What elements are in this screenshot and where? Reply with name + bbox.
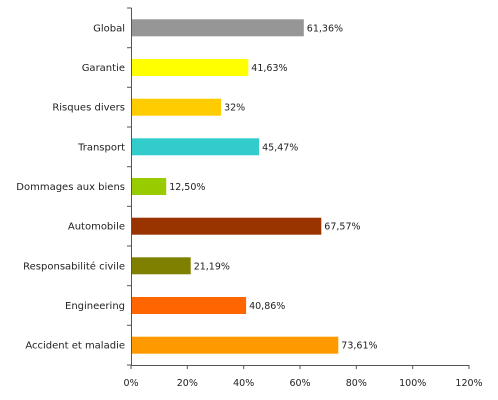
bar-1 [132, 59, 249, 76]
category-label: Garantie [82, 63, 125, 74]
data-label: 67,57% [324, 222, 360, 233]
data-label: 61,36% [307, 23, 343, 34]
category-label: Responsabilité civile [23, 260, 125, 272]
bars-group [132, 19, 339, 354]
bar-0 [132, 19, 304, 37]
data-label: 45,47% [262, 142, 298, 153]
x-tick-label: 100% [399, 378, 426, 389]
data-label: 73,61% [341, 341, 377, 352]
bar-2 [132, 98, 222, 116]
x-tick-label: 60% [289, 378, 310, 389]
category-label: Dommages aux biens [16, 182, 125, 193]
data-label: 32% [224, 103, 245, 114]
category-label: Engineering [65, 301, 125, 312]
x-tick-label: 40% [233, 378, 254, 389]
x-tick-label: 0% [123, 378, 138, 389]
category-labels: Global Garantie Risques divers Transport Dom… [16, 23, 125, 351]
x-axis-ticks: 0% 20% 40% 60% 80% 100% 120% [123, 7, 483, 389]
bar-6 [132, 257, 191, 275]
x-tick-label: 80% [346, 378, 367, 389]
data-label: 40,86% [249, 301, 285, 312]
bar-8 [132, 336, 339, 354]
category-label: Global [93, 23, 125, 34]
value-labels: 61,36% 41,63% 32% 45,47% 12,50% 67,57% 21,19% 4… [169, 23, 377, 351]
bar-3 [132, 138, 260, 156]
category-label: Accident et maladie [25, 341, 125, 352]
category-label: Automobile [68, 222, 125, 233]
bar-5 [132, 217, 322, 235]
data-label: 12,50% [169, 182, 205, 193]
bar-7 [132, 297, 247, 314]
x-tick-label: 20% [177, 378, 198, 389]
data-label: 21,19% [194, 261, 230, 272]
bar-4 [132, 178, 167, 195]
category-label: Transport [77, 142, 125, 153]
data-label: 41,63% [251, 63, 287, 74]
category-label: Risques divers [52, 103, 125, 114]
x-tick-label: 120% [455, 378, 482, 389]
